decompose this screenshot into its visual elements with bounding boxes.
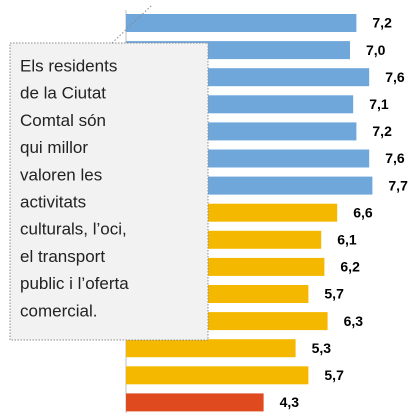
callout-text: qui millor: [20, 138, 88, 157]
callout-text: comercial.: [20, 301, 97, 320]
value-label: 6,6: [353, 204, 373, 220]
callout-box: [9, 42, 209, 341]
callout-leader: [111, 4, 153, 44]
bar: [126, 14, 357, 32]
callout-text: culturals, l’oci,: [20, 220, 127, 239]
callout-text: public i l’oferta: [20, 274, 129, 293]
value-label: 7,7: [388, 177, 408, 193]
value-label: 5,7: [324, 367, 344, 383]
value-label: 6,2: [340, 259, 360, 275]
bar: [126, 366, 309, 385]
bar: [126, 339, 296, 358]
value-label: 5,3: [312, 340, 332, 356]
callout-text: Comtal són: [20, 111, 106, 130]
callout-text: valoren les: [20, 165, 102, 184]
callout-text: de la Ciutat: [20, 84, 106, 103]
value-label: 7,2: [372, 123, 392, 139]
value-label: 6,1: [337, 232, 357, 248]
callout-text: Els residents: [20, 56, 117, 75]
value-label: 7,1: [369, 96, 389, 112]
value-label: 7,0: [366, 42, 386, 58]
value-label: 5,7: [324, 286, 344, 302]
bar: [126, 393, 264, 412]
callout-text: el transport: [20, 247, 105, 266]
value-label: 4,3: [280, 394, 300, 410]
value-label: 6,3: [344, 313, 364, 329]
value-label: 7,6: [385, 150, 405, 166]
callout-text: activitats: [20, 192, 86, 211]
value-label: 7,6: [385, 69, 405, 85]
value-label: 7,2: [372, 15, 392, 31]
